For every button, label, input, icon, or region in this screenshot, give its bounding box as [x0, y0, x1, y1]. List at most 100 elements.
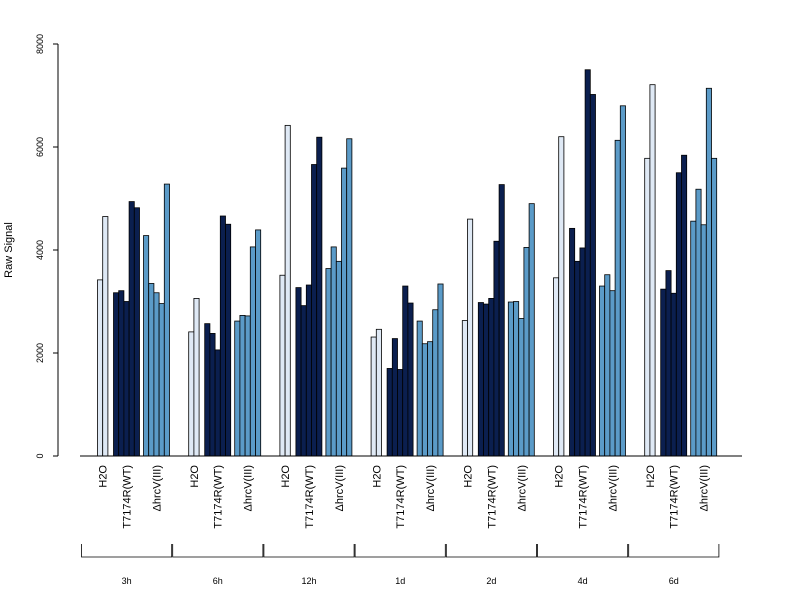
y-tick-label: 8000 [35, 34, 45, 54]
bar [102, 216, 109, 457]
condition-label: ΔhrcV(III) [516, 465, 528, 511]
bar [311, 164, 318, 457]
group-bracket [354, 544, 446, 558]
bar [498, 184, 505, 457]
bar [316, 136, 323, 457]
y-tick-label: 0 [35, 453, 45, 458]
bar [681, 154, 688, 457]
bar [467, 218, 474, 457]
bar [341, 167, 348, 457]
bar [325, 268, 332, 457]
bar [330, 246, 337, 457]
bar [427, 341, 434, 457]
bar [234, 320, 241, 457]
group-brackets: 3h 6h 12h 1d 2d 4d 6d [81, 544, 720, 586]
bar [477, 302, 484, 457]
bar [518, 318, 525, 457]
bar [209, 333, 216, 457]
condition-label: ΔhrcV(III) [608, 465, 620, 511]
bar [609, 290, 616, 457]
bar [402, 285, 409, 457]
bar [244, 315, 251, 457]
bar [579, 247, 586, 457]
bar [665, 270, 672, 457]
condition-label: ΔhrcV(III) [425, 465, 437, 511]
bar [346, 138, 353, 457]
y-tick-label: 6000 [35, 137, 45, 157]
group-label: 12h [301, 576, 316, 586]
bar [386, 368, 393, 457]
condition-label: T7174R(WT) [578, 465, 590, 529]
group-label: 2d [486, 576, 496, 586]
bar [558, 136, 565, 457]
condition-label: H2O [280, 465, 292, 488]
bar [148, 283, 155, 457]
bar [493, 240, 500, 457]
bar [204, 323, 211, 457]
bar [305, 284, 312, 457]
condition-label: ΔhrcV(III) [243, 465, 255, 511]
bar [391, 338, 398, 457]
group-label: 4d [578, 576, 588, 586]
condition-label: H2O [98, 465, 110, 488]
group-bracket [537, 544, 629, 558]
bar [163, 183, 170, 457]
condition-label: ΔhrcV(III) [699, 465, 711, 511]
bar [437, 283, 444, 457]
bar [284, 124, 291, 457]
group-label: 1d [395, 576, 405, 586]
condition-label: H2O [554, 465, 566, 488]
bar [128, 201, 135, 457]
bar [225, 223, 232, 457]
bar [660, 288, 667, 457]
bar [690, 220, 697, 457]
condition-label: T7174R(WT) [669, 465, 681, 529]
group-bracket [628, 544, 720, 558]
y-tick-label: 4000 [35, 240, 45, 260]
condition-label: T7174R(WT) [395, 465, 407, 529]
bar [649, 84, 656, 457]
bar [589, 94, 596, 457]
bar [416, 320, 423, 457]
bar [507, 301, 514, 457]
condition-label: T7174R(WT) [213, 465, 225, 529]
bar [483, 303, 490, 457]
condition-labels: H2O T7174R(WT) ΔhrcV(III) H2O T7174R(WT) Δhrc… [98, 465, 711, 529]
condition-label: T7174R(WT) [122, 465, 134, 529]
bar [711, 157, 718, 457]
bar [214, 349, 221, 457]
bar [133, 207, 140, 457]
bar [488, 298, 495, 457]
bar [700, 224, 707, 457]
condition-label: H2O [645, 465, 657, 488]
bar [421, 343, 428, 457]
condition-label: ΔhrcV(III) [334, 465, 346, 511]
bar [604, 274, 611, 457]
bar [705, 87, 712, 457]
bar [407, 302, 414, 457]
condition-label: H2O [189, 465, 201, 488]
bars [97, 69, 718, 457]
condition-label: T7174R(WT) [486, 465, 498, 529]
group-label: 6d [669, 576, 679, 586]
bar [123, 301, 130, 457]
bar [675, 172, 682, 457]
bar [670, 292, 677, 457]
bar [188, 331, 195, 457]
bar [97, 279, 104, 457]
group-bracket [263, 544, 355, 558]
bar [118, 290, 125, 457]
bar [397, 369, 404, 457]
group-bracket [81, 544, 173, 558]
bar [113, 292, 120, 457]
y-axis-label: Raw Signal [3, 222, 15, 278]
bar [249, 246, 256, 457]
bar [599, 285, 606, 457]
bar [461, 320, 468, 457]
bar [432, 309, 439, 457]
bar [335, 260, 342, 457]
bar [523, 247, 530, 457]
bar [219, 215, 226, 457]
bar [370, 336, 377, 457]
group-label: 6h [213, 576, 223, 586]
